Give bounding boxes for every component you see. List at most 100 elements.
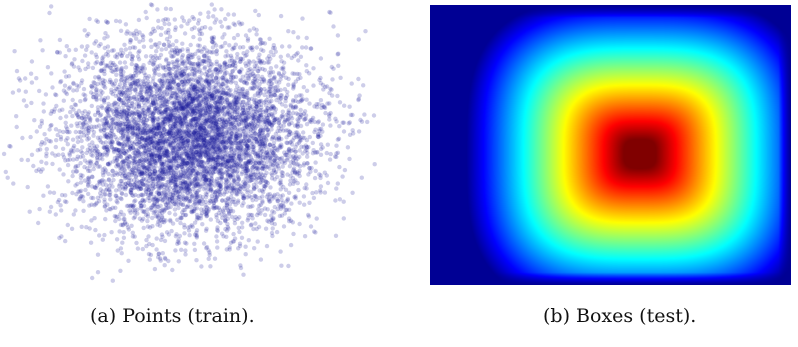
- scatter-point: [245, 89, 249, 93]
- scatter-point: [59, 208, 63, 212]
- scatter-point: [259, 257, 263, 261]
- scatter-point: [319, 184, 323, 188]
- scatter-point: [330, 77, 334, 81]
- scatter-point: [54, 127, 58, 131]
- scatter-point: [48, 210, 52, 214]
- scatter-point: [141, 247, 145, 251]
- scatter-point: [65, 44, 69, 48]
- scatter-point: [311, 141, 315, 145]
- scatter-point: [305, 138, 309, 142]
- scatter-point: [334, 234, 338, 238]
- scatter-point: [39, 170, 43, 174]
- scatter-point: [357, 37, 361, 41]
- scatter-point: [30, 153, 34, 157]
- scatter-point: [228, 247, 232, 251]
- scatter-point: [210, 2, 214, 6]
- scatter-point: [65, 92, 69, 96]
- scatter-point: [275, 230, 279, 234]
- scatter-point: [147, 252, 151, 256]
- scatter-point: [343, 168, 347, 172]
- scatter-point: [204, 205, 208, 209]
- scatter-point: [328, 123, 332, 127]
- scatter-point: [342, 129, 346, 133]
- scatter-point: [153, 29, 157, 33]
- scatter-point: [204, 60, 208, 64]
- scatter-point: [307, 101, 311, 105]
- scatter-point: [126, 135, 130, 139]
- scatter-point: [131, 194, 135, 198]
- scatter-point: [190, 15, 194, 19]
- scatter-point: [174, 73, 178, 77]
- scatter-point: [83, 188, 87, 192]
- scatter-point: [191, 225, 195, 229]
- scatter-point: [208, 264, 212, 268]
- scatter-point: [231, 232, 235, 236]
- scatter-point: [217, 206, 221, 210]
- scatter-point: [245, 49, 249, 53]
- scatter-point: [100, 106, 104, 110]
- scatter-point: [285, 90, 289, 94]
- scatter-point: [238, 78, 242, 82]
- scatter-point: [248, 28, 252, 32]
- scatter-point: [90, 50, 94, 54]
- scatter-point: [223, 17, 227, 21]
- scatter-point: [267, 60, 271, 64]
- scatter-point: [250, 48, 254, 52]
- scatter-point: [109, 129, 113, 133]
- scatter-point: [318, 176, 322, 180]
- scatter-point: [311, 83, 315, 87]
- scatter-point: [187, 228, 191, 232]
- scatter-point: [99, 89, 103, 93]
- scatter-point: [120, 241, 124, 245]
- scatter-point: [132, 204, 136, 208]
- scatter-point: [112, 48, 116, 52]
- scatter-point: [80, 78, 84, 82]
- scatter-point: [271, 70, 275, 74]
- scatter-point: [325, 151, 329, 155]
- scatter-point: [120, 86, 124, 90]
- scatter-point: [159, 33, 163, 37]
- scatter-point: [180, 42, 184, 46]
- scatter-point: [178, 234, 182, 238]
- scatter-point: [103, 31, 107, 35]
- scatter-point: [48, 190, 52, 194]
- scatter-point: [71, 98, 75, 102]
- scatter-point: [126, 99, 130, 103]
- scatter-point: [289, 243, 293, 247]
- scatter-point: [52, 191, 56, 195]
- scatter-point: [328, 111, 332, 115]
- scatter-point: [107, 193, 111, 197]
- scatter-point: [64, 200, 68, 204]
- scatter-point: [240, 170, 244, 174]
- scatter-point: [275, 175, 279, 179]
- scatter-point: [179, 24, 183, 28]
- scatter-point: [335, 94, 339, 98]
- scatter-point: [349, 113, 353, 117]
- scatter-point: [269, 171, 273, 175]
- scatter-point: [96, 253, 100, 257]
- scatter-point: [28, 135, 32, 139]
- scatter-point: [62, 99, 66, 103]
- scatter-point: [195, 228, 199, 232]
- scatter-point: [326, 143, 330, 147]
- scatter-point: [108, 197, 112, 201]
- scatter-point: [267, 70, 271, 74]
- scatter-point: [236, 33, 240, 37]
- scatter-point: [167, 232, 171, 236]
- scatter-point: [183, 31, 187, 35]
- scatter-point: [31, 164, 35, 168]
- scatter-point: [259, 171, 263, 175]
- scatter-point: [328, 11, 332, 15]
- scatter-point: [241, 201, 245, 205]
- scatter-point: [221, 234, 225, 238]
- scatter-point: [141, 35, 145, 39]
- scatter-point: [275, 117, 279, 121]
- scatter-point: [63, 239, 67, 243]
- scatter-point: [294, 111, 298, 115]
- scatter-point: [272, 141, 276, 145]
- scatter-point: [47, 127, 51, 131]
- scatter-point: [62, 88, 66, 92]
- scatter-point: [7, 144, 11, 148]
- scatter-point: [362, 112, 366, 116]
- scatter-point: [63, 193, 67, 197]
